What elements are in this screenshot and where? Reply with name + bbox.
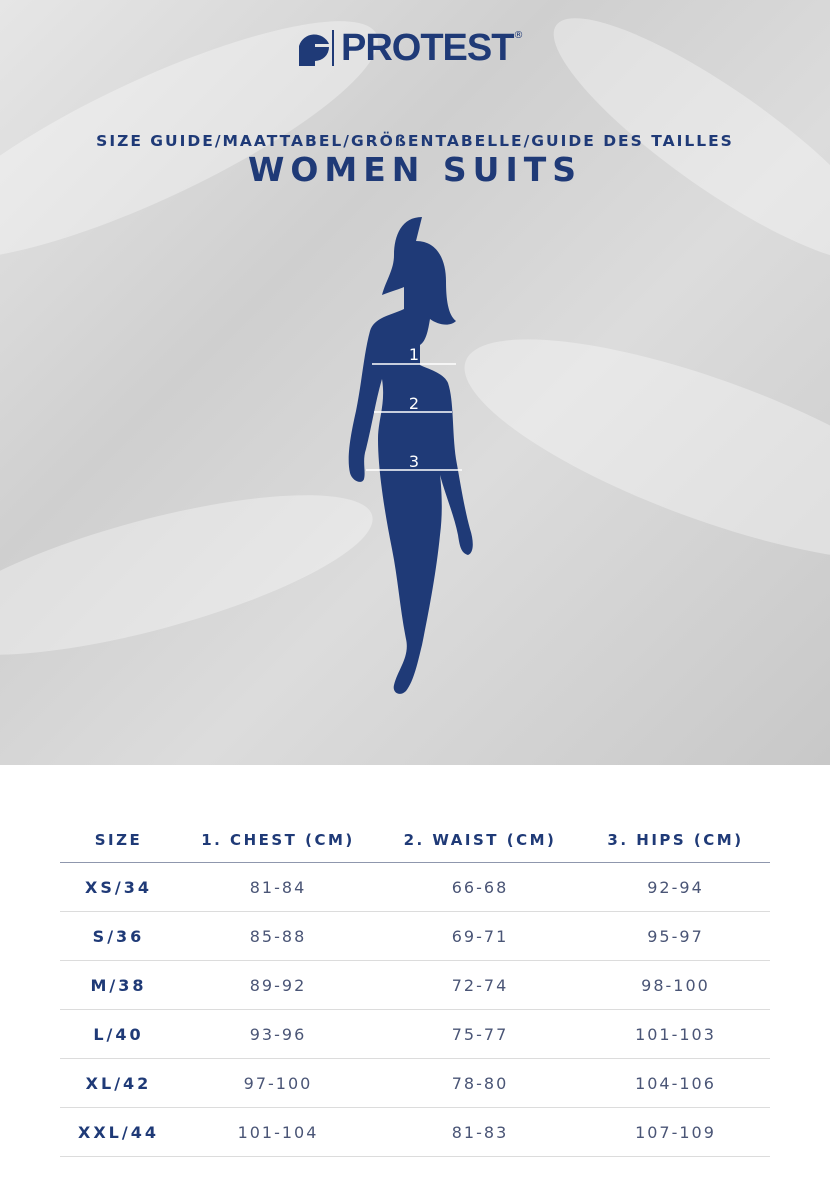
table-row: XS/34 81-84 66-68 92-94 <box>60 862 770 912</box>
cell-hips: 95-97 <box>581 911 770 961</box>
cell-hips: 104-106 <box>581 1058 770 1108</box>
cell-waist: 81-83 <box>379 1107 581 1157</box>
hero-background: PROTEST ® SIZE GUIDE/MAATTABEL/GRÖßENTAB… <box>0 0 830 765</box>
logo-divider <box>332 30 334 66</box>
cell-size: M/38 <box>60 960 177 1010</box>
logo-mark-icon <box>299 34 329 66</box>
woman-silhouette: 1 2 3 <box>348 217 473 694</box>
cell-chest: 93-96 <box>177 1009 379 1059</box>
cell-size: XL/42 <box>60 1058 177 1108</box>
palm-leaf-decoration <box>0 462 387 688</box>
table-row: M/38 89-92 72-74 98-100 <box>60 960 770 1010</box>
page-subtitle: SIZE GUIDE/MAATTABEL/GRÖßENTABELLE/GUIDE… <box>96 132 734 150</box>
cell-hips: 107-109 <box>581 1107 770 1157</box>
cell-size: XS/34 <box>60 862 177 912</box>
cell-hips: 98-100 <box>581 960 770 1010</box>
protest-logo: PROTEST ® <box>297 26 524 69</box>
header-waist: 2. WAIST (CM) <box>379 818 581 863</box>
cell-hips: 92-94 <box>581 862 770 912</box>
cell-waist: 66-68 <box>379 862 581 912</box>
cell-chest: 89-92 <box>177 960 379 1010</box>
table-row: L/40 93-96 75-77 101-103 <box>60 1009 770 1059</box>
cell-waist: 78-80 <box>379 1058 581 1108</box>
header-hips: 3. HIPS (CM) <box>581 818 770 863</box>
table-header-row: SIZE 1. CHEST (CM) 2. WAIST (CM) 3. HIPS… <box>60 818 770 863</box>
cell-size: L/40 <box>60 1009 177 1059</box>
table-row: XXL/44 101-104 81-83 107-109 <box>60 1107 770 1157</box>
table-row: S/36 85-88 69-71 95-97 <box>60 911 770 961</box>
table-row: XL/42 97-100 78-80 104-106 <box>60 1058 770 1108</box>
header-size: SIZE <box>60 818 177 863</box>
marker-hips: 3 <box>409 452 419 471</box>
cell-size: S/36 <box>60 911 177 961</box>
marker-waist: 2 <box>409 394 419 413</box>
size-table: SIZE 1. CHEST (CM) 2. WAIST (CM) 3. HIPS… <box>60 818 770 1157</box>
page-title: WOMEN SUITS <box>247 150 583 189</box>
header-chest: 1. CHEST (CM) <box>177 818 379 863</box>
cell-hips: 101-103 <box>581 1009 770 1059</box>
table-body: XS/34 81-84 66-68 92-94 S/36 85-88 69-71 95-97 M… <box>60 862 770 1157</box>
cell-chest: 85-88 <box>177 911 379 961</box>
registered-mark: ® <box>513 30 524 41</box>
cell-waist: 75-77 <box>379 1009 581 1059</box>
cell-chest: 101-104 <box>177 1107 379 1157</box>
marker-chest: 1 <box>409 345 419 364</box>
cell-waist: 72-74 <box>379 960 581 1010</box>
cell-chest: 81-84 <box>177 862 379 912</box>
cell-chest: 97-100 <box>177 1058 379 1108</box>
cell-size: XXL/44 <box>60 1107 177 1157</box>
cell-waist: 69-71 <box>379 911 581 961</box>
logo-text: PROTEST <box>341 26 514 69</box>
